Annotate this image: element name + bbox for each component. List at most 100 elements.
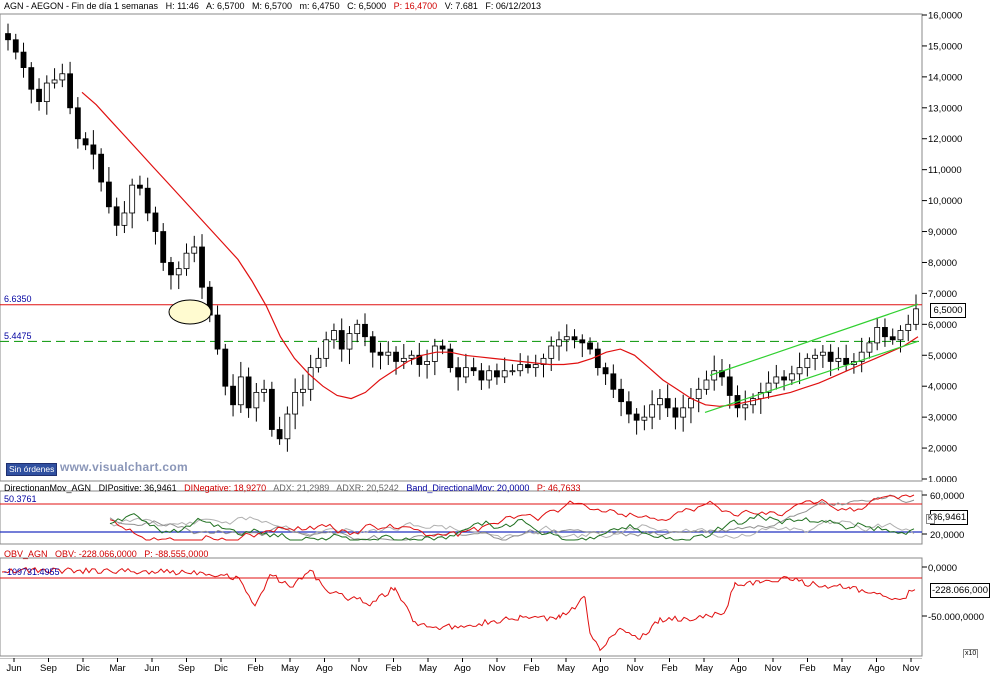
- obv-plot-area: [0, 557, 923, 657]
- dmi-chart[interactable]: 60,0000 20,0000: [0, 482, 990, 546]
- candle-body: [548, 345, 555, 359]
- candle-body: [796, 367, 803, 375]
- candle-body: [393, 351, 399, 362]
- candle-body: [74, 107, 81, 140]
- date-tick-label: Nov: [627, 663, 644, 674]
- candle-body: [517, 364, 524, 372]
- date-tick-label: May: [281, 663, 299, 674]
- date-tick-label: Ago: [592, 663, 609, 674]
- candle-body: [237, 376, 244, 406]
- symbol-label: AGN - AEGON - Fin de día 1 semanas: [4, 1, 159, 11]
- candle-body: [486, 370, 493, 381]
- obv-line: [1, 566, 916, 652]
- date-tick-label: Nov: [903, 663, 920, 674]
- date-tick-label: Sep: [40, 663, 57, 674]
- date-tick-label: Nov: [489, 663, 506, 674]
- dmi-panel[interactable]: 60,0000 20,0000 DirectionanMov_AGN DIPosi…: [0, 482, 990, 546]
- y-tick-label: 13,0000: [928, 103, 962, 114]
- candle-body: [532, 364, 539, 369]
- y-tick-label: 7,0000: [928, 289, 957, 300]
- candle-body: [28, 67, 35, 90]
- date-tick-label: May: [557, 663, 575, 674]
- candle-body: [866, 342, 873, 353]
- y-tick-label: 2,0000: [928, 444, 957, 455]
- candle-body: [90, 144, 97, 155]
- candle-body: [362, 323, 368, 338]
- candle-body: [525, 364, 531, 369]
- price-panel[interactable]: 16,0000 15,0000 14,0000 13,0000 12,0000 11,00…: [0, 0, 990, 482]
- candle-body: [408, 354, 415, 359]
- highlight-ellipse: [168, 299, 212, 325]
- y-tick-label: 5,0000: [928, 351, 957, 362]
- candle-body: [137, 184, 143, 189]
- candle-body: [105, 181, 112, 208]
- obv-current-tag: -228.066,000: [930, 583, 990, 598]
- candle-body: [462, 367, 469, 378]
- obv-tick-label: 0,0000: [928, 563, 957, 574]
- dmi-title: DirectionanMov_AGN: [4, 483, 92, 493]
- candle-body: [835, 357, 842, 362]
- watermark: www.visualchart.com: [60, 460, 188, 474]
- candle-body: [594, 348, 601, 369]
- candles: [5, 23, 919, 452]
- candle-body: [59, 73, 66, 81]
- dmi-current-tag: 36,9461: [930, 510, 968, 525]
- candle-body: [695, 388, 702, 399]
- candle-body: [625, 401, 632, 415]
- price-header: AGN - AEGON - Fin de día 1 semanas H: 11…: [4, 1, 546, 11]
- candle-body: [843, 357, 850, 365]
- date-tick-label: Mar: [109, 663, 125, 674]
- candle-body: [245, 376, 252, 409]
- candle-body: [540, 357, 547, 365]
- obv-level-label: -109731.4955: [4, 567, 60, 577]
- candle-body: [633, 413, 640, 421]
- dmi-adxr: ADXR: 20,5242: [336, 483, 399, 493]
- candle-body: [501, 370, 508, 378]
- candle-body: [602, 367, 609, 375]
- price-chart[interactable]: 16,0000 15,0000 14,0000 13,0000 12,0000 11,00…: [0, 0, 990, 482]
- date-tick-label: Nov: [351, 663, 368, 674]
- candle-body: [12, 39, 19, 53]
- candle-body: [315, 357, 322, 369]
- candle-body: [261, 388, 268, 393]
- candle-body: [773, 376, 780, 384]
- candle-body: [346, 333, 353, 350]
- candle-body: [152, 212, 159, 232]
- candle-body: [400, 357, 407, 362]
- candle-body: [323, 339, 330, 359]
- obv-chart[interactable]: 0,0000 -50.000,0000: [0, 548, 990, 658]
- y-tick-label: 9,0000: [928, 227, 957, 238]
- vol-label: V: 7.681: [444, 1, 478, 11]
- candle-body: [82, 138, 89, 146]
- candle-body: [804, 357, 811, 369]
- candle-body: [121, 212, 128, 226]
- candle-body: [470, 367, 477, 372]
- dmi-adx: ADX: 21,2989: [273, 483, 330, 493]
- sin-ordenes-button[interactable]: Sin órdenes: [6, 463, 58, 476]
- obv-panel[interactable]: 0,0000 -50.000,0000 OBV_AGN OBV: -228.066…: [0, 548, 990, 659]
- candle-body: [742, 404, 749, 409]
- candle-body: [113, 206, 120, 226]
- candle-body: [183, 252, 190, 270]
- candle-body: [253, 391, 260, 409]
- candle-body: [144, 187, 151, 214]
- date-tick-label: Dic: [214, 663, 228, 674]
- candle-body: [214, 314, 221, 350]
- channel-upper: [709, 303, 919, 376]
- date-tick-label: May: [833, 663, 851, 674]
- candle-body: [5, 33, 11, 41]
- candle-body: [424, 361, 430, 365]
- min-label: m: 6,4750: [299, 1, 340, 11]
- candle-body: [168, 262, 174, 276]
- open-label: A: 6,5700: [205, 1, 245, 11]
- obv-tick-label: -50.000,0000: [928, 612, 984, 623]
- candle-body: [781, 376, 787, 381]
- dmi-corner-marker: K: [926, 514, 935, 524]
- candle-body: [284, 413, 291, 440]
- date-tick-label: Jun: [6, 663, 21, 674]
- channel-lower: [704, 340, 919, 414]
- candle-body: [276, 429, 283, 440]
- candle-body: [175, 268, 182, 276]
- y-tick-label: 16,0000: [928, 11, 962, 22]
- date-tick-label: Feb: [799, 663, 815, 674]
